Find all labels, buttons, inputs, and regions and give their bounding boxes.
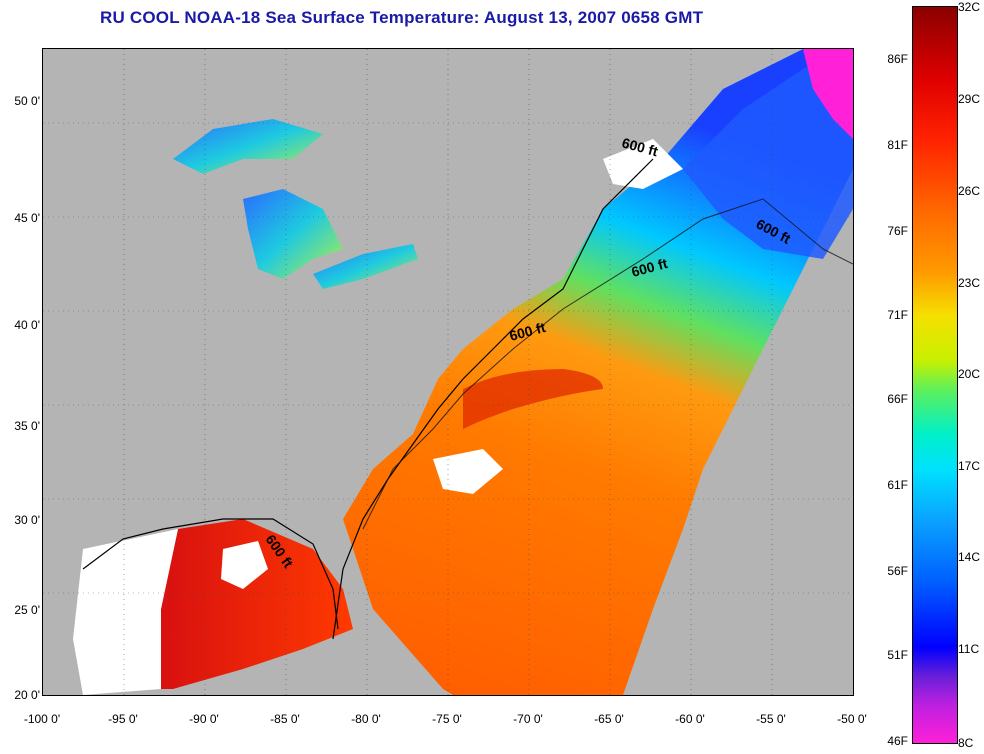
lon-label-neg60: -60 0'	[675, 712, 705, 726]
cbar-f-61: 61F	[887, 478, 908, 492]
lat-label-35: 35 0'	[14, 419, 40, 433]
cbar-c-17: 17C	[958, 459, 981, 473]
lat-label-40: 40 0'	[14, 318, 40, 332]
cbar-c-11: 11C	[958, 642, 980, 656]
temperature-colorbar	[912, 6, 958, 744]
cbar-c-23: 23C	[958, 276, 981, 290]
cbar-c-8: 8C	[958, 736, 974, 750]
cbar-f-76: 76F	[887, 224, 908, 238]
east-coast-line	[332, 158, 654, 640]
lat-label-25: 25 0'	[14, 603, 40, 617]
lon-label-neg95: -95 0'	[108, 712, 138, 726]
lake-erie-ontario	[313, 244, 418, 289]
lon-label-neg55: -55 0'	[756, 712, 786, 726]
cbar-c-14: 14C	[958, 550, 981, 564]
lat-label-50: 50 0'	[14, 94, 40, 108]
cloud-mask-west-gulf	[73, 529, 178, 695]
lon-label-neg50: -50 0'	[837, 712, 867, 726]
isobath-600ft	[362, 198, 853, 530]
cbar-f-66: 66F	[887, 392, 908, 406]
cbar-c-29: 29C	[958, 92, 981, 106]
lon-label-neg65: -65 0'	[594, 712, 624, 726]
cbar-f-86: 86F	[887, 52, 908, 66]
sst-map: 600 ft 600 ft 600 ft 600 ft 600 ft	[42, 48, 854, 696]
northern-cold-water	[683, 49, 853, 259]
sst-map-canvas: 600 ft 600 ft 600 ft 600 ft 600 ft	[43, 49, 853, 695]
lake-michigan-huron	[243, 189, 343, 279]
cbar-f-51: 51F	[887, 648, 908, 662]
lat-label-30: 30 0'	[14, 513, 40, 527]
lat-label-20: 20 0'	[14, 688, 40, 702]
cbar-f-56: 56F	[887, 564, 908, 578]
lon-label-neg75: -75 0'	[432, 712, 462, 726]
lon-label-neg100: -100 0'	[23, 712, 61, 726]
map-title: RU COOL NOAA-18 Sea Surface Temperature:…	[100, 8, 704, 27]
lon-label-neg70: -70 0'	[513, 712, 543, 726]
cbar-f-46: 46F	[887, 734, 908, 748]
cbar-c-26: 26C	[958, 184, 981, 198]
map-grid	[43, 49, 853, 695]
cbar-c-20: 20C	[958, 367, 981, 381]
lon-label-neg85: -85 0'	[270, 712, 300, 726]
cloud-mask-south	[433, 449, 503, 494]
lat-label-45: 45 0'	[14, 211, 40, 225]
gulf-stream-band	[463, 369, 603, 429]
cbar-f-71: 71F	[887, 308, 908, 322]
cloud-mask-north	[603, 139, 683, 189]
cloud-mask-gulf	[221, 541, 268, 589]
gulf-coast-line	[82, 518, 339, 630]
gulf-sst-swath	[161, 519, 353, 689]
pink-cold-patch	[803, 49, 853, 139]
lake-superior	[173, 119, 323, 174]
lon-label-neg80: -80 0'	[351, 712, 381, 726]
cbar-c-32: 32C	[958, 0, 981, 14]
lon-label-neg90: -90 0'	[189, 712, 219, 726]
cbar-f-81: 81F	[887, 138, 908, 152]
